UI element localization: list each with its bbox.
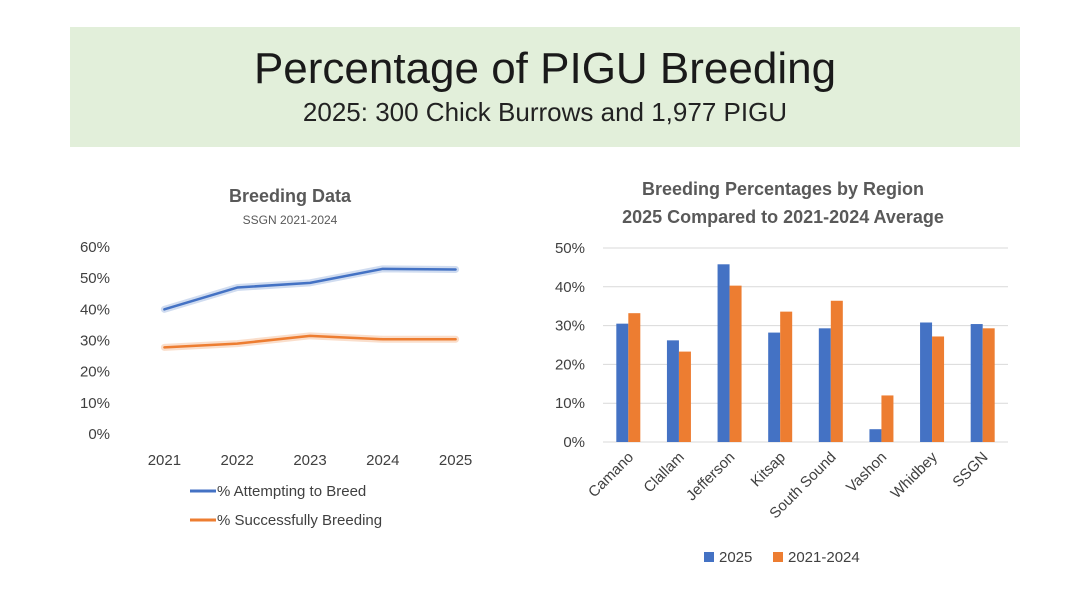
bar-b [780, 311, 793, 442]
x-tick-label: Camano [585, 449, 637, 501]
x-tick-label: SSGN [949, 449, 991, 491]
x-tick-label: Clallam [640, 449, 687, 496]
title-banner: Percentage of PIGU Breeding 2025: 300 Ch… [70, 27, 1020, 147]
bar-a [768, 332, 781, 442]
legend-label-1: % Attempting to Breed [217, 483, 366, 500]
x-tick-label: Kitsap [748, 449, 790, 491]
y-tick-label: 50% [555, 240, 585, 257]
x-tick-label: 2021 [148, 452, 181, 469]
bar-chart-title: Breeding Percentages by Region [642, 179, 924, 199]
bar-a [869, 429, 882, 442]
y-tick-label: 20% [555, 356, 585, 373]
y-tick-label: 40% [80, 301, 110, 318]
legend-label-2: % Successfully Breeding [217, 512, 382, 529]
bar-b [729, 285, 742, 442]
bar-a [920, 322, 933, 442]
bar-a [970, 324, 983, 442]
y-tick-label: 0% [563, 434, 585, 451]
line-chart-title: Breeding Data [229, 186, 352, 206]
bar-b [678, 351, 691, 442]
line-chart: Breeding Data SSGN 2021-2024 0% 10% 20% 30%… [80, 186, 472, 529]
slide-title: Percentage of PIGU Breeding [253, 44, 837, 93]
x-tick-label: 2025 [439, 452, 472, 469]
y-tick-label: 30% [555, 318, 585, 335]
y-tick-label: 50% [80, 270, 110, 287]
bar-b [830, 300, 843, 442]
bar-b [628, 313, 641, 442]
x-tick-label: 2022 [221, 452, 254, 469]
y-tick-label: 60% [80, 239, 110, 256]
bar-b [982, 328, 995, 442]
legend-label-2: 2021-2024 [788, 549, 860, 566]
legend-swatch-1 [704, 552, 714, 562]
bar-chart: Breeding Percentages by Region 2025 Comp… [555, 179, 1008, 566]
legend-swatch-2 [773, 552, 783, 562]
x-tick-label: 2023 [293, 452, 326, 469]
x-tick-label: Whidbey [888, 448, 942, 502]
y-tick-label: 0% [88, 426, 110, 443]
y-tick-label: 10% [80, 395, 110, 412]
bar-a [818, 328, 831, 442]
slide-subtitle: 2025: 300 Chick Burrows and 1,977 PIGU [302, 97, 788, 127]
bar-b [881, 395, 894, 442]
bar-a [717, 264, 730, 442]
bar-chart-subtitle: 2025 Compared to 2021-2024 Average [622, 207, 944, 227]
bar-a [666, 340, 679, 442]
y-tick-label: 30% [80, 333, 110, 350]
y-tick-label: 40% [555, 279, 585, 296]
y-tick-label: 20% [80, 364, 110, 381]
line-chart-subtitle: SSGN 2021-2024 [243, 213, 338, 227]
legend-label-1: 2025 [719, 549, 752, 566]
x-tick-label: Jefferson [683, 449, 738, 504]
series-glow-1 [160, 265, 460, 313]
x-tick-label: Vashon [843, 449, 890, 496]
bar-b [932, 336, 945, 442]
x-tick-label: 2024 [366, 452, 399, 469]
series-line-1 [163, 267, 457, 311]
y-tick-label: 10% [555, 395, 585, 412]
bar-a [616, 323, 629, 442]
